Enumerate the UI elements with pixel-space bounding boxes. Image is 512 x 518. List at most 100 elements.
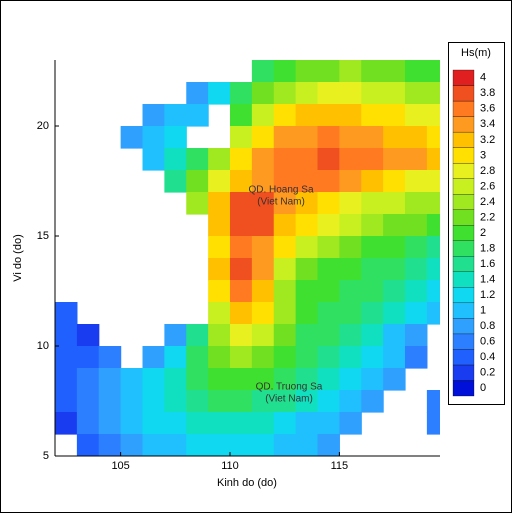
cell: [251, 82, 275, 105]
cell: [405, 126, 428, 149]
y-axis-label: Vi do (do): [12, 234, 24, 282]
cell: [98, 434, 122, 456]
colorbar-swatch: [452, 194, 475, 210]
cell: [208, 434, 231, 456]
cell: [230, 104, 253, 127]
colorbar-label: 0.8: [480, 320, 495, 332]
cell: [164, 368, 187, 391]
cell: [186, 368, 209, 391]
cell: [230, 192, 253, 215]
cell: [426, 280, 440, 303]
cell: [361, 302, 384, 325]
cell: [339, 280, 362, 303]
cell: [426, 302, 440, 325]
cell: [383, 302, 406, 325]
cell: [142, 148, 165, 171]
cell: [361, 192, 384, 215]
cell: [251, 434, 275, 456]
x-tick-label: 105: [111, 460, 129, 472]
cell: [273, 346, 297, 369]
colorbar-label: 1.4: [480, 273, 495, 285]
cell: [295, 324, 319, 347]
cell: [186, 412, 209, 435]
cell: [426, 82, 440, 105]
cell: [405, 104, 428, 127]
colorbar-label: 4: [480, 72, 486, 84]
annotation: (Viet Nam): [257, 197, 305, 208]
cell: [339, 104, 362, 127]
cell: [120, 434, 144, 456]
cell: [230, 390, 253, 413]
cell: [273, 82, 297, 105]
cell: [426, 390, 440, 413]
cell: [295, 104, 319, 127]
cell: [361, 258, 384, 281]
cell: [383, 214, 406, 237]
cell: [273, 258, 297, 281]
cell: [273, 192, 297, 215]
cell: [426, 258, 440, 281]
colorbar-label: 2.4: [480, 196, 495, 208]
cell: [142, 390, 165, 413]
cell: [55, 346, 78, 369]
cell: [405, 280, 428, 303]
cell: [361, 346, 384, 369]
cell: [208, 302, 231, 325]
cell: [317, 390, 340, 413]
cell: [230, 324, 253, 347]
cell: [405, 60, 428, 83]
cell: [164, 346, 187, 369]
cell: [230, 148, 253, 171]
cell: [208, 170, 231, 193]
cell: [317, 126, 340, 149]
cell: [120, 390, 144, 413]
cell: [208, 236, 231, 259]
cell: [295, 258, 319, 281]
cell: [251, 214, 275, 237]
colorbar-label: 1.8: [480, 242, 495, 254]
cell: [230, 302, 253, 325]
cell: [208, 368, 231, 391]
cell: [230, 434, 253, 456]
cell: [339, 324, 362, 347]
colorbar-label: 2.2: [480, 211, 495, 223]
cell: [383, 126, 406, 149]
cell: [251, 148, 275, 171]
cell: [251, 412, 275, 435]
colorbar-swatch: [452, 302, 475, 319]
cell: [361, 60, 384, 83]
cell: [142, 126, 165, 149]
cell: [361, 280, 384, 303]
cell: [426, 192, 440, 215]
cell: [208, 390, 231, 413]
colorbar-label: 0.4: [480, 351, 495, 363]
cell: [164, 324, 187, 347]
cell: [230, 236, 253, 259]
cell: [361, 82, 384, 105]
cell: [273, 104, 297, 127]
cell: [339, 192, 362, 215]
cell: [186, 170, 209, 193]
cell: [186, 148, 209, 171]
cell: [317, 434, 340, 456]
colorbar-label: 3.2: [480, 134, 495, 146]
field: [55, 60, 440, 456]
cell: [98, 368, 122, 391]
cell: [361, 148, 384, 171]
colorbar-swatch: [452, 364, 475, 381]
cell: [295, 280, 319, 303]
cell: [55, 390, 78, 413]
x-axis-label: Kinh do (do): [217, 477, 277, 489]
cell: [405, 346, 428, 369]
cell: [383, 346, 406, 369]
cell: [186, 104, 209, 127]
cell: [405, 258, 428, 281]
cell: [317, 324, 340, 347]
cell: [426, 170, 440, 193]
cell: [251, 390, 275, 413]
cell: [208, 192, 231, 215]
cell: [273, 170, 297, 193]
cell: [317, 346, 340, 369]
cell: [251, 302, 275, 325]
cell: [208, 346, 231, 369]
